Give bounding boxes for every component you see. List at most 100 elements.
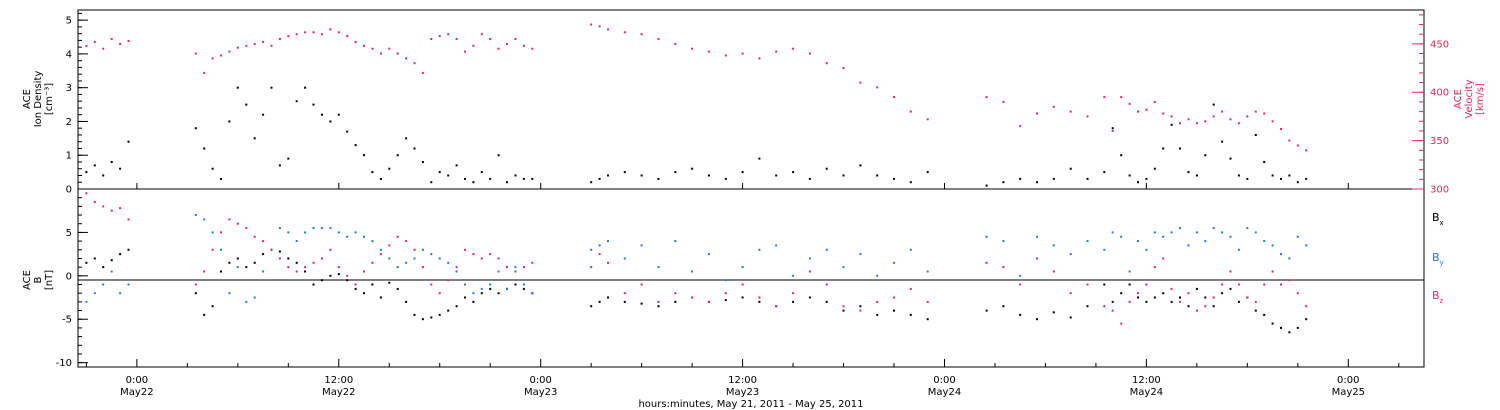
- data-point: [1212, 227, 1215, 230]
- data-point: [1128, 270, 1131, 273]
- data-point: [371, 261, 374, 264]
- data-point: [245, 227, 248, 230]
- data-point: [758, 248, 761, 251]
- data-point: [245, 103, 248, 106]
- data-point: [102, 205, 105, 208]
- data-point: [262, 253, 265, 256]
- data-point: [363, 44, 365, 47]
- data-point: [270, 86, 273, 89]
- data-point: [102, 283, 105, 286]
- data-point: [220, 54, 222, 57]
- data-point: [506, 266, 508, 269]
- data-point: [1162, 235, 1165, 238]
- legend-bz-sub: z: [1440, 297, 1444, 305]
- right-y-tick-label: 400: [1430, 88, 1449, 99]
- data-point: [506, 42, 508, 45]
- data-point: [396, 235, 399, 238]
- right-ylabel-line3: [km/s]: [1475, 83, 1486, 115]
- data-point: [203, 313, 206, 316]
- data-point: [379, 248, 382, 251]
- data-point: [413, 147, 416, 150]
- right-ylabel-line2: Velocity: [1464, 79, 1475, 118]
- data-point: [775, 174, 778, 177]
- data-point: [489, 283, 492, 286]
- bottom-panel-frame: [77, 188, 1425, 368]
- data-point: [110, 259, 113, 262]
- data-point: [1145, 177, 1148, 180]
- data-point: [1120, 322, 1123, 325]
- top-series-group: [85, 86, 1308, 187]
- data-point: [127, 140, 130, 143]
- data-point: [304, 31, 307, 34]
- data-point: [329, 120, 332, 123]
- data-point: [472, 292, 475, 295]
- data-point: [590, 23, 593, 26]
- data-point: [724, 279, 727, 282]
- data-point: [438, 35, 441, 38]
- data-point: [1086, 240, 1089, 243]
- data-point: [1246, 177, 1249, 180]
- data-point: [464, 296, 466, 299]
- data-point: [1019, 313, 1022, 316]
- data-point: [808, 177, 811, 180]
- data-point: [321, 33, 323, 36]
- data-point: [1237, 300, 1240, 303]
- data-point: [859, 81, 862, 84]
- data-point: [1145, 283, 1148, 286]
- data-point: [1137, 292, 1139, 295]
- data-point: [304, 266, 307, 269]
- data-point: [926, 270, 929, 273]
- data-point: [379, 296, 382, 299]
- data-point: [1086, 115, 1089, 118]
- data-point: [1052, 105, 1055, 108]
- data-point: [1187, 292, 1190, 295]
- data-point: [110, 270, 113, 273]
- data-point: [455, 305, 458, 308]
- data-point: [447, 309, 450, 312]
- data-point: [1296, 292, 1299, 295]
- data-point: [93, 164, 96, 167]
- data-point: [674, 300, 677, 303]
- data-point: [1111, 309, 1114, 312]
- data-point: [321, 279, 323, 282]
- data-point: [438, 257, 441, 260]
- data-point: [691, 270, 694, 273]
- data-point: [321, 227, 323, 230]
- data-point: [1221, 110, 1224, 113]
- data-point: [1002, 240, 1005, 243]
- data-point: [1153, 167, 1156, 170]
- data-point: [985, 261, 988, 264]
- data-point: [1204, 240, 1207, 243]
- x-tick-label-time: 0:00: [933, 375, 955, 386]
- data-point: [1103, 171, 1106, 174]
- data-point: [363, 235, 365, 238]
- data-point: [489, 38, 492, 40]
- data-point: [1296, 181, 1299, 184]
- data-point: [522, 266, 525, 269]
- data-point: [472, 253, 475, 256]
- data-point: [1280, 253, 1282, 256]
- legend-bx-sub: x: [1440, 219, 1444, 227]
- data-point: [707, 50, 710, 53]
- data-point: [1204, 305, 1207, 308]
- data-point: [1212, 115, 1215, 118]
- data-point: [329, 248, 332, 251]
- data-point: [236, 86, 239, 89]
- data-point: [1280, 128, 1282, 130]
- data-point: [1036, 318, 1038, 321]
- data-point: [430, 316, 433, 319]
- data-point: [480, 257, 483, 260]
- data-point: [421, 318, 424, 321]
- data-point: [489, 253, 492, 256]
- data-point: [388, 257, 391, 260]
- data-point: [1052, 177, 1055, 180]
- data-point: [1120, 154, 1123, 157]
- data-point: [354, 144, 357, 147]
- data-point: [985, 235, 988, 238]
- bottom-y-tick-label: -10: [56, 358, 72, 369]
- data-point: [590, 266, 593, 269]
- data-point: [893, 96, 895, 99]
- data-point: [278, 227, 281, 230]
- data-point: [1128, 300, 1131, 303]
- data-point: [1296, 326, 1299, 329]
